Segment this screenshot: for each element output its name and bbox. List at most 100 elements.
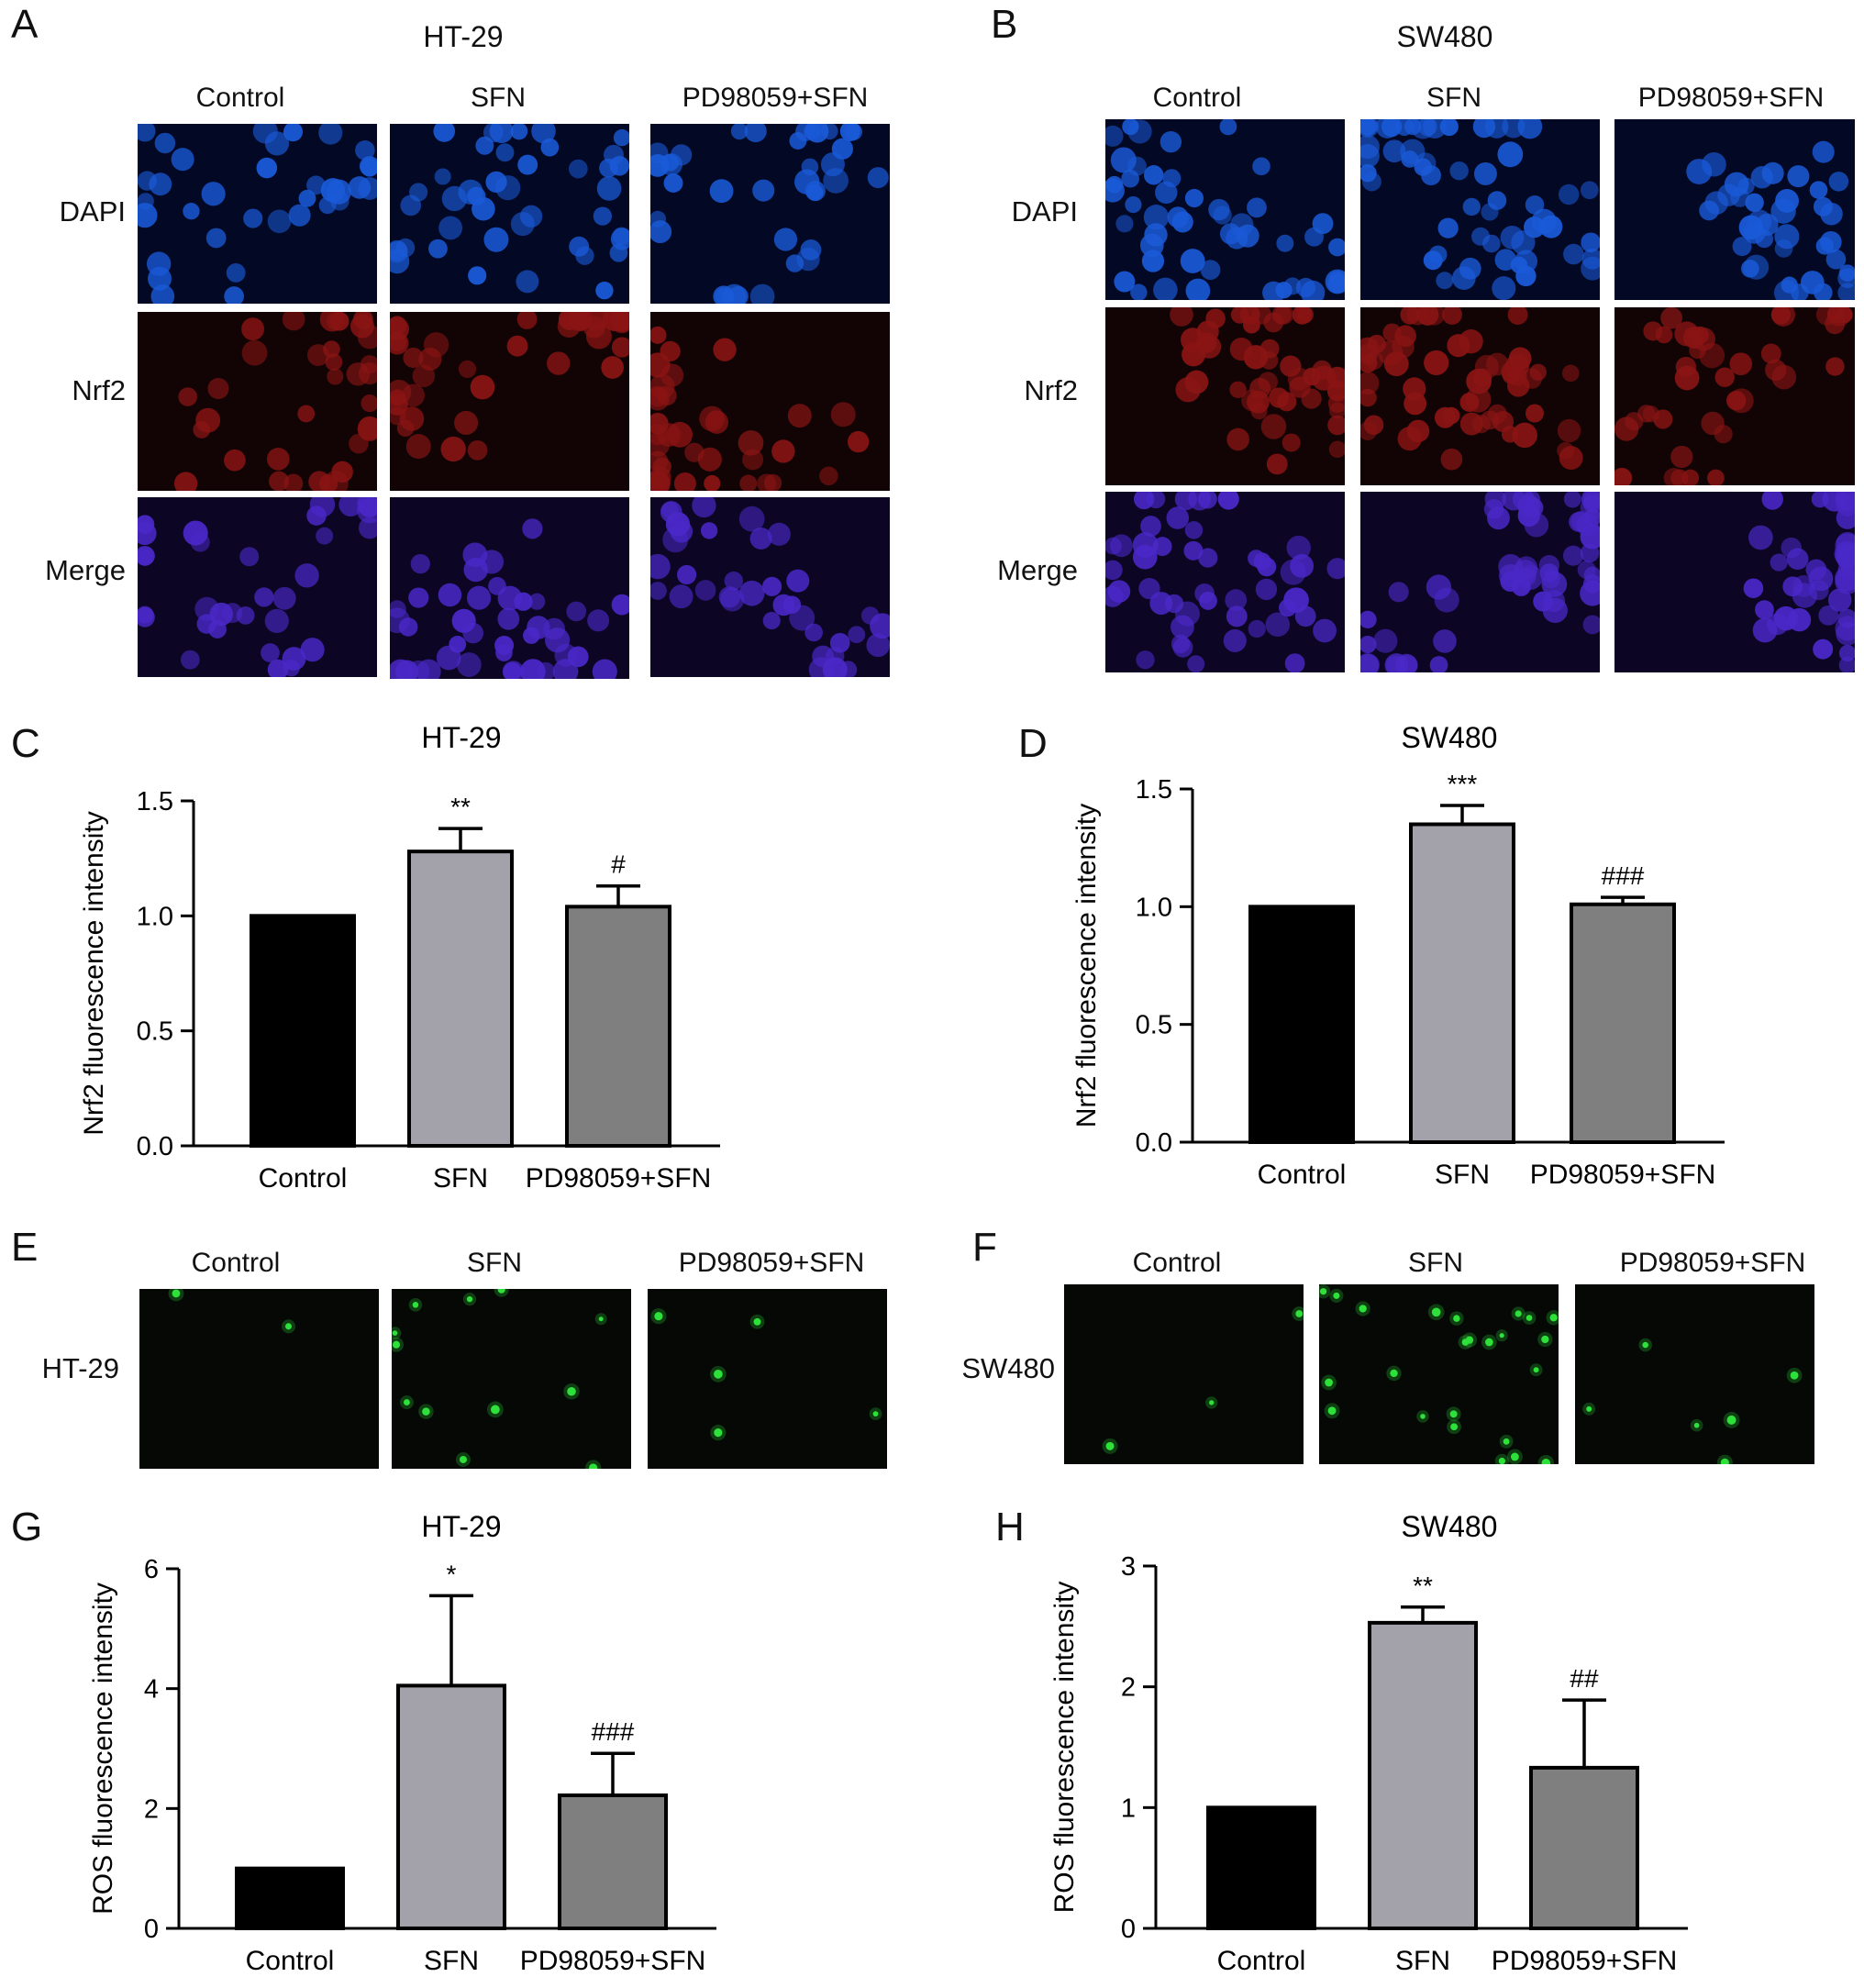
micrograph-a-merge-sfn	[390, 497, 629, 679]
chart-h-significance: **	[1413, 1572, 1433, 1600]
chart-d-category-label: SFN	[1435, 1160, 1490, 1190]
panel-e-col-pd: PD98059+SFN	[678, 1248, 865, 1278]
chart-d-ytick-label: 1.0	[1136, 893, 1172, 922]
bar-chart-h: SW480 0 1 2 3 ROS fluorescence intensity Contr…	[1049, 1510, 1688, 1976]
chart-h-category-label: PD98059+SFN	[1492, 1946, 1678, 1976]
panel-letter-b: B	[991, 2, 1018, 47]
micrograph-a-dapi-control	[138, 124, 377, 304]
chart-d-title: SW480	[1402, 721, 1498, 754]
chart-g-category-label: Control	[246, 1946, 335, 1976]
micrograph-b-dapi-pd	[1614, 119, 1855, 300]
panel-a-row-dapi: DAPI	[59, 195, 126, 228]
panel-a-col-pd: PD98059+SFN	[682, 83, 869, 113]
chart-h-ytick-label: 0	[1121, 1915, 1136, 1944]
chart-h-ytick-label: 3	[1121, 1552, 1136, 1582]
micrograph-a-dapi-sfn	[390, 124, 629, 304]
chart-g-category-label: SFN	[424, 1946, 479, 1976]
chart-d-category-label: PD98059+SFN	[1530, 1160, 1716, 1190]
chart-h-ytick-label: 1	[1121, 1794, 1136, 1823]
panel-letter-f: F	[972, 1225, 997, 1270]
chart-h-bar	[1529, 1765, 1639, 1930]
micrograph-f-ros-pd	[1575, 1284, 1814, 1464]
panel-letter-c: C	[11, 721, 40, 766]
micrograph-b-nrf2-control	[1105, 307, 1345, 485]
chart-c-ylabel: Nrf2 fluorescence intensity	[79, 811, 109, 1136]
micrograph-a-nrf2-control	[138, 312, 377, 491]
chart-g-significance: *	[447, 1560, 457, 1588]
chart-d-ytick-label: 0.5	[1136, 1011, 1172, 1040]
micrograph-a-nrf2-sfn	[390, 312, 629, 491]
micrograph-b-dapi-sfn	[1360, 119, 1600, 300]
panel-letter-a: A	[11, 2, 39, 47]
chart-h-category-label: Control	[1217, 1946, 1306, 1976]
micrograph-a-dapi-pd	[650, 124, 890, 304]
chart-d-bar	[1248, 905, 1355, 1144]
panel-b-row-nrf2: Nrf2	[1024, 374, 1078, 406]
panel-f-col-control: Control	[1132, 1248, 1222, 1278]
bar-chart-d: SW480 0.0 0.5 1.0 1.5 Nrf2 fluorescence inten…	[1071, 721, 1725, 1190]
micrograph-a-nrf2-pd	[650, 312, 890, 491]
chart-g-ylabel: ROS fluorescence intensity	[88, 1583, 118, 1915]
bar-chart-c: HT-29 0.0 0.5 1.0 1.5 Nrf2 fluorescence inten…	[79, 721, 720, 1194]
chart-g-ytick-label: 2	[144, 1794, 159, 1824]
micrograph-b-merge-control	[1105, 492, 1345, 672]
micrograph-a-merge-control	[138, 497, 377, 677]
panel-letter-d: D	[1018, 721, 1048, 766]
chart-c-ytick-label: 1.5	[137, 787, 173, 816]
panel-a-col-control: Control	[195, 83, 285, 113]
chart-d-category-label: Control	[1258, 1160, 1347, 1190]
panel-b-row-merge: Merge	[997, 554, 1078, 586]
chart-c-significance: #	[611, 850, 626, 879]
chart-c-title: HT-29	[421, 721, 501, 754]
panel-e-col-control: Control	[191, 1248, 281, 1278]
chart-g-category-label: PD98059+SFN	[520, 1946, 706, 1976]
chart-g-significance: ###	[592, 1717, 635, 1746]
chart-h-ylabel: ROS fluorescence intensity	[1049, 1582, 1080, 1914]
chart-g-title: HT-29	[421, 1510, 501, 1543]
micrograph-e-ros-pd	[648, 1289, 887, 1469]
panel-f-col-sfn: SFN	[1408, 1248, 1463, 1278]
bar-chart-g: HT-29 0 2 4 6 ROS fluorescence intensity Contr…	[88, 1510, 716, 1976]
chart-c-ytick-label: 0.5	[137, 1017, 173, 1047]
chart-g-ytick-label: 6	[144, 1555, 159, 1584]
chart-h-ytick-label: 2	[1121, 1673, 1136, 1703]
panel-letter-h: H	[995, 1505, 1025, 1549]
chart-h-bar	[1368, 1620, 1478, 1930]
micrograph-e-ros-control	[139, 1289, 379, 1469]
chart-c-ytick-label: 1.0	[137, 902, 173, 931]
panel-a-row-merge: Merge	[45, 554, 126, 586]
panel-b-col-pd: PD98059+SFN	[1637, 83, 1825, 113]
chart-d-bar	[1409, 822, 1515, 1144]
panel-f-row-label: SW480	[961, 1352, 1055, 1384]
panel-a-col-sfn: SFN	[471, 83, 526, 113]
chart-c-category-label: PD98059+SFN	[526, 1163, 712, 1194]
chart-g-bar	[235, 1866, 345, 1930]
panel-b-title: SW480	[1396, 20, 1493, 53]
chart-c-bar	[565, 905, 671, 1148]
chart-g-bar	[558, 1793, 668, 1930]
panel-b-row-dapi: DAPI	[1011, 195, 1078, 228]
chart-c-ytick-label: 0.0	[137, 1132, 173, 1161]
chart-c-bar	[407, 850, 514, 1148]
chart-d-ytick-label: 1.5	[1136, 775, 1172, 805]
panel-letter-g: G	[11, 1505, 43, 1549]
micrograph-b-nrf2-sfn	[1360, 307, 1600, 485]
micrograph-b-nrf2-pd	[1614, 307, 1855, 485]
micrograph-b-merge-sfn	[1360, 492, 1600, 672]
micrograph-a-merge-pd	[650, 497, 890, 677]
micrograph-b-merge-pd	[1614, 492, 1855, 672]
panel-a-row-nrf2: Nrf2	[72, 374, 126, 406]
chart-h-category-label: SFN	[1395, 1946, 1450, 1976]
micrograph-f-ros-sfn	[1319, 1284, 1559, 1464]
chart-h-significance: ##	[1570, 1664, 1599, 1693]
chart-d-significance: ***	[1448, 770, 1478, 798]
chart-d-ytick-label: 0.0	[1136, 1128, 1172, 1158]
panel-b-col-sfn: SFN	[1426, 83, 1481, 113]
chart-g-ytick-label: 0	[144, 1915, 159, 1944]
panel-letter-e: E	[11, 1225, 39, 1270]
micrograph-e-ros-sfn	[392, 1289, 631, 1469]
micrograph-f-ros-control	[1064, 1284, 1304, 1464]
chart-d-ylabel: Nrf2 fluorescence intensity	[1071, 804, 1102, 1128]
chart-c-significance: **	[450, 793, 471, 821]
panel-f-col-pd: PD98059+SFN	[1619, 1248, 1806, 1278]
